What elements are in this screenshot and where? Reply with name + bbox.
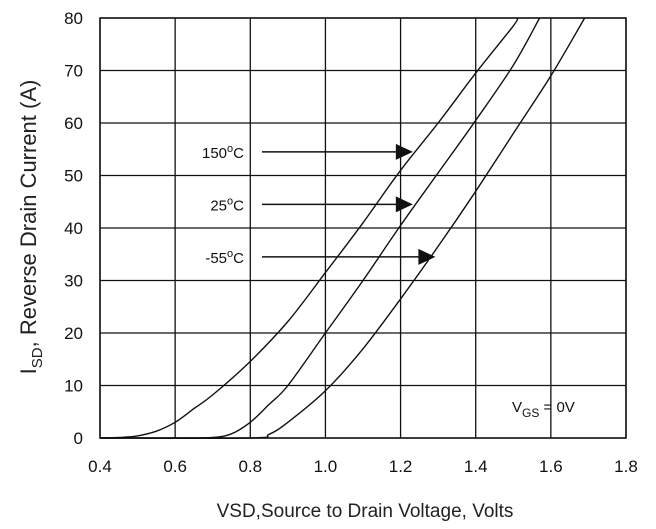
- vgs-subscript: GS: [522, 406, 539, 420]
- y-tick-label: 50: [64, 167, 83, 186]
- x-tick-label: 1.6: [539, 457, 563, 476]
- arrow-head-0: [395, 143, 413, 160]
- y-tick-label: 30: [64, 272, 83, 291]
- tick-labels: 0.4 0.6 0.8 1.0 1.2 1.4 1.6 1.8 0 10 20 30 40 50 60 70 8…: [64, 9, 638, 476]
- series-label-0: 150oC: [202, 143, 244, 162]
- y-tick-label: 80: [64, 9, 83, 28]
- y-axis-title: ISD, Reverse Drain Current (A): [16, 80, 46, 375]
- y-tick-label: 70: [64, 62, 83, 81]
- y-tick-label: 10: [64, 377, 83, 396]
- y-tick-label: 60: [64, 114, 83, 133]
- x-tick-label: 1.2: [389, 457, 413, 476]
- y-tick-label: 0: [74, 429, 83, 448]
- y-tick-label: 20: [64, 324, 83, 343]
- degree-symbol: o: [227, 248, 233, 260]
- series-label-value: 25: [210, 197, 227, 214]
- x-tick-label: 0.6: [163, 457, 187, 476]
- series-label-unit: C: [233, 197, 244, 214]
- series-line-0: [99, 17, 519, 439]
- series-label-value: -55: [205, 250, 227, 267]
- series-label-1: 25oC: [210, 195, 244, 214]
- series-line-2: [99, 17, 586, 439]
- vgs-value: = 0V: [539, 399, 574, 416]
- arrow-group: [262, 143, 436, 265]
- x-axis-title: VSD,Source to Drain Voltage, Volts: [217, 501, 514, 522]
- degree-symbol: o: [227, 143, 233, 155]
- series-label-unit: C: [233, 145, 244, 162]
- series-line-1: [99, 17, 541, 439]
- degree-symbol: o: [227, 195, 233, 207]
- x-tick-label: 0.4: [88, 457, 112, 476]
- grid: [99, 17, 627, 439]
- x-tick-label: 1.8: [614, 457, 638, 476]
- y-axis-title-main: I: [16, 368, 41, 374]
- series-group: [99, 17, 586, 439]
- series-label-value: 150: [202, 145, 227, 162]
- x-tick-label: 0.8: [238, 457, 262, 476]
- x-tick-label: 1.0: [314, 457, 338, 476]
- arrow-head-2: [418, 248, 436, 265]
- y-tick-label: 40: [64, 219, 83, 238]
- y-axis-title-sub: SD: [29, 347, 46, 368]
- arrow-head-1: [395, 196, 413, 213]
- y-axis-title-rest: , Reverse Drain Current (A): [16, 80, 41, 348]
- vgs-symbol: V: [512, 399, 522, 416]
- x-tick-label: 1.4: [464, 457, 488, 476]
- annotations: VGS = 0V: [512, 399, 575, 420]
- series-label-unit: C: [233, 250, 244, 267]
- plot-frame: [99, 17, 627, 439]
- vgs-annotation: VGS = 0V: [512, 399, 575, 420]
- series-label-2: -55oC: [205, 248, 244, 267]
